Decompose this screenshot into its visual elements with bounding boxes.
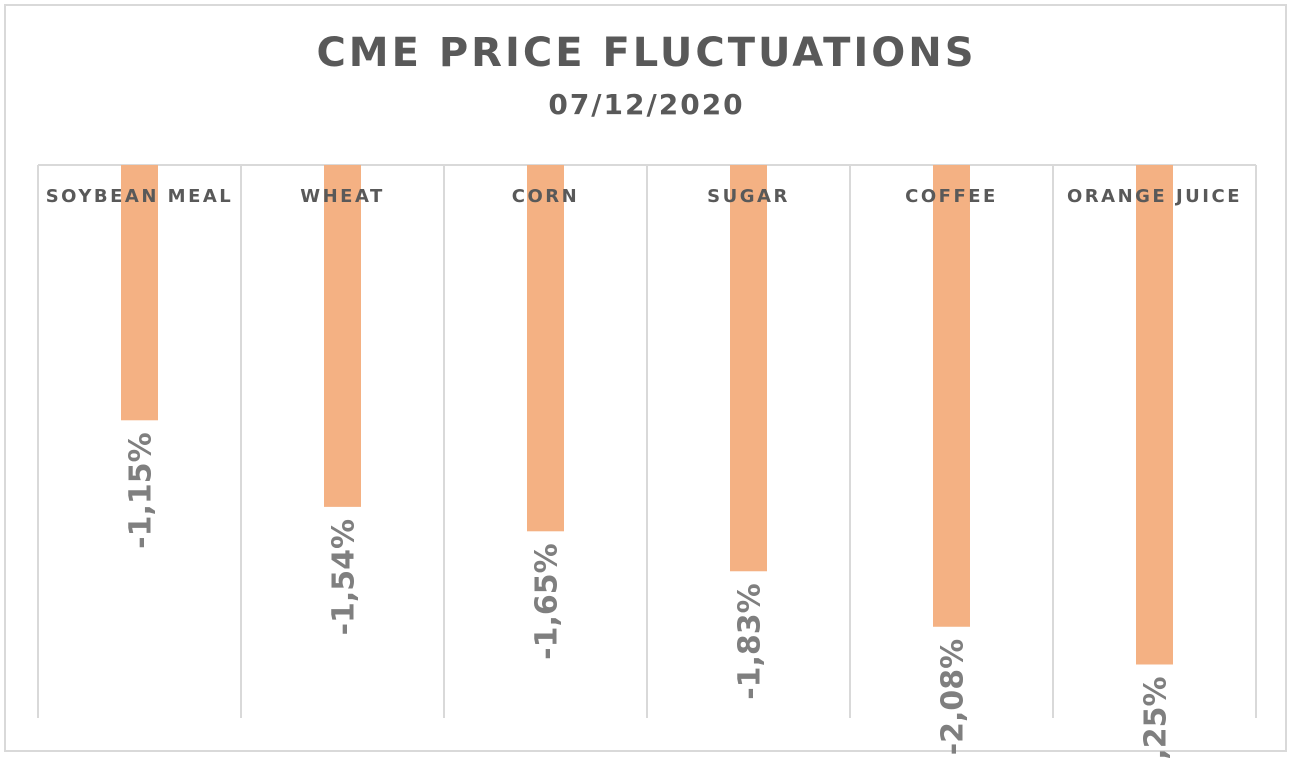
bar	[324, 165, 361, 507]
bar	[527, 165, 564, 532]
category-label: SOYBEAN MEAL	[46, 186, 234, 207]
data-label: -2,25%	[1139, 677, 1174, 758]
chart-frame	[4, 4, 1287, 752]
category-label: ORANGE JUICE	[1067, 186, 1242, 207]
category-label: SUGAR	[707, 186, 790, 207]
data-label: -2,08%	[936, 639, 971, 756]
bar	[730, 165, 767, 572]
data-label: -1,83%	[733, 583, 768, 700]
data-label: -1,65%	[530, 543, 565, 660]
chart-subtitle: 07/12/2020	[548, 88, 745, 121]
bar	[121, 165, 158, 421]
data-label: -1,15%	[124, 432, 159, 549]
data-label: -1,54%	[327, 519, 362, 636]
chart-title: CME PRICE FLUCTUATIONS	[316, 30, 977, 76]
category-label: WHEAT	[300, 186, 385, 207]
bar	[1136, 165, 1173, 665]
category-label: COFFEE	[905, 186, 998, 207]
bar	[933, 165, 970, 627]
category-label: CORN	[512, 186, 579, 207]
